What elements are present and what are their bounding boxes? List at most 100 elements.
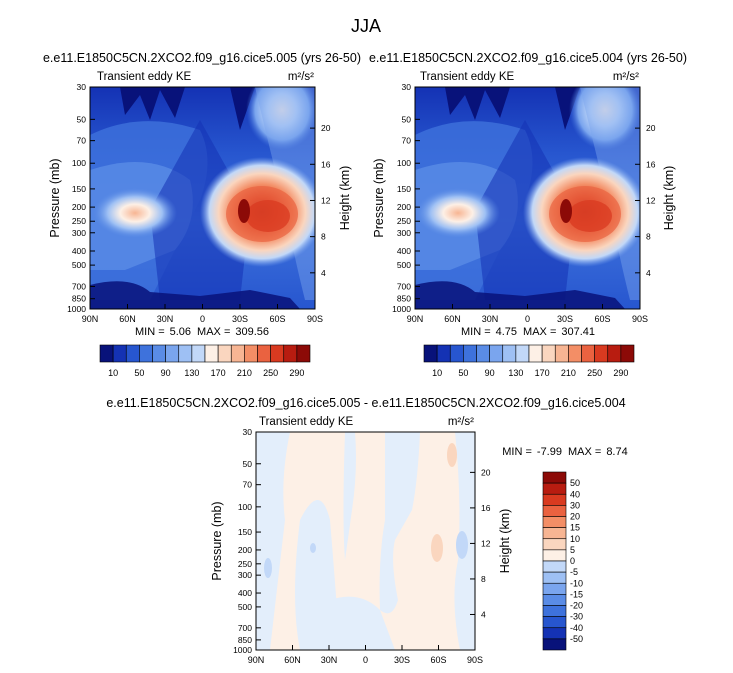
- panel-2-xtick-label: 0: [525, 314, 530, 324]
- colorbar-box: [257, 344, 271, 363]
- panel-2-ytick-label: 400: [397, 246, 411, 256]
- panel-3-rtick-label: 8: [481, 574, 486, 584]
- panel-3-min-label: MIN =: [502, 446, 532, 458]
- panel-1-field: [90, 87, 315, 309]
- panel-2-axes: 90N 60N 30N 0 30S 60S 90S 30 50 70 100 150 200 250 300…: [392, 82, 656, 324]
- panel-2-xtick-label: 60N: [444, 314, 461, 324]
- panel-1-title: e.e11.E1850C5CN.2XCO2.f09_g16.cice5.005 …: [43, 51, 361, 65]
- colorbar-box: [542, 582, 567, 595]
- panel-1-xtick-label: 30S: [232, 314, 248, 324]
- panel-2-title: e.e11.E1850C5CN.2XCO2.f09_g16.cice5.004 …: [369, 51, 687, 65]
- panel-1-ytick-label: 400: [72, 246, 86, 256]
- panel-2-ytick-label: 50: [402, 114, 412, 124]
- panel-3-xtick-label: 60S: [430, 655, 446, 665]
- panel-1-colorbar: 10 50 90 130 170 210 250 290: [99, 344, 311, 378]
- colorbar-label: 170: [535, 368, 550, 378]
- panel-1-ytick-label: 70: [77, 136, 87, 146]
- panel-1-ytick-label: 100: [72, 158, 86, 168]
- panel-3-ytick-label: 50: [243, 459, 253, 469]
- colorbar-label: 10: [570, 534, 580, 544]
- colorbar-box: [542, 482, 567, 495]
- colorbar-box: [620, 344, 635, 363]
- panel-1-xtick-label: 90S: [307, 314, 323, 324]
- panel-1-rtick-label: 16: [321, 159, 331, 169]
- panel-2-xtick-label: 90S: [632, 314, 648, 324]
- panel-3-ytick-label: 70: [243, 480, 253, 490]
- panel-3-rtick-label: 20: [481, 467, 491, 477]
- panel-2-ytick-label: 1000: [392, 304, 411, 314]
- colorbar-box: [594, 344, 609, 363]
- panel-3-ytick-label: 100: [238, 502, 252, 512]
- panel-2-xtick-label: 30S: [557, 314, 573, 324]
- panel-3-title: e.e11.E1850C5CN.2XCO2.f09_g16.cice5.005 …: [106, 396, 625, 410]
- panel-2-rtick-label: 16: [646, 159, 656, 169]
- panel-3-xtick-label: 90N: [248, 655, 265, 665]
- panel-1-ytick-label: 500: [72, 260, 86, 270]
- panel-3-xtick-label: 0: [363, 655, 368, 665]
- panel-1-minmax: MIN = 5.06 MAX = 309.56: [135, 326, 269, 338]
- panel-3-ytick-label: 500: [238, 602, 252, 612]
- panel-1-min-label: MIN =: [135, 326, 165, 338]
- colorbar-label: 50: [458, 368, 468, 378]
- panel-3-ylabel-right: Height (km): [498, 509, 512, 574]
- colorbar-label: 15: [570, 523, 580, 533]
- panel-2-xtick-label: 30N: [482, 314, 499, 324]
- colorbar-box: [99, 344, 114, 363]
- panel-1-ytick-label: 1000: [67, 304, 86, 314]
- colorbar-label: -20: [570, 601, 583, 611]
- panel-3-minmax: MIN = -7.99 MAX = 8.74: [502, 446, 627, 458]
- panel-3: e.e11.E1850C5CN.2XCO2.f09_g16.cice5.005 …: [106, 396, 627, 665]
- colorbar-label: 170: [211, 368, 226, 378]
- panel-1-xtick-label: 60S: [269, 314, 285, 324]
- colorbar-label: -15: [570, 589, 583, 599]
- colorbar-box: [542, 638, 567, 651]
- colorbar-box: [139, 344, 153, 363]
- colorbar-box: [489, 344, 504, 363]
- panel-1-max-label: MAX =: [197, 326, 230, 338]
- colorbar-label: 250: [587, 368, 602, 378]
- colorbar-label: 210: [237, 368, 252, 378]
- colorbar-box: [270, 344, 285, 363]
- panel-1-ytick-label: 300: [72, 228, 86, 238]
- colorbar-label: 90: [161, 368, 171, 378]
- panel-1-min-value: 5.06: [170, 326, 191, 338]
- colorbar-box: [542, 549, 567, 562]
- colorbar-box: [542, 505, 567, 517]
- panel-1-ytick-label: 250: [72, 216, 86, 226]
- colorbar-label: 130: [508, 368, 523, 378]
- panel-3-rtick-label: 16: [481, 503, 491, 513]
- colorbar-label: 50: [570, 478, 580, 488]
- panel-2-ytick-label: 500: [397, 260, 411, 270]
- panel-2-ytick-label: 200: [397, 202, 411, 212]
- colorbar-label: 210: [561, 368, 576, 378]
- colorbar-label: -10: [570, 578, 583, 588]
- colorbar-box: [581, 344, 595, 363]
- panel-3-xtick-label: 30N: [321, 655, 338, 665]
- colorbar-box: [542, 538, 567, 551]
- panel-3-units: m²/s²: [448, 416, 474, 428]
- panel-3-max-value: 8.74: [606, 446, 627, 458]
- colorbar-label: 290: [289, 368, 304, 378]
- colorbar-label: 290: [613, 368, 628, 378]
- panel-1-subtitle: Transient eddy KE: [97, 71, 192, 83]
- colorbar-box: [125, 344, 140, 363]
- panel-3-ytick-label: 150: [238, 527, 252, 537]
- panel-3-min-value: -7.99: [537, 446, 562, 458]
- panel-1-xtick-label: 30N: [157, 314, 174, 324]
- panel-3-xtick-label: 60N: [284, 655, 301, 665]
- panel-3-field: [256, 432, 475, 650]
- colorbar-box: [191, 344, 206, 363]
- colorbar-label: -30: [570, 612, 583, 622]
- panel-2-xtick-label: 90N: [407, 314, 424, 324]
- colorbar-label: 90: [485, 368, 495, 378]
- colorbar-box: [283, 344, 298, 363]
- panel-3-ytick-label: 300: [238, 570, 252, 580]
- colorbar-box: [165, 344, 180, 363]
- panel-3-axes: 90N 60N 30N 0 30S 60S 90S 30 50 70 100 150 200 250300…: [233, 427, 491, 665]
- colorbar-box: [178, 344, 193, 363]
- colorbar-box: [217, 344, 232, 363]
- colorbar-box: [542, 605, 567, 617]
- panel-1-max-value: 309.56: [235, 326, 269, 338]
- panel-3-ytick-label: 850: [238, 635, 252, 645]
